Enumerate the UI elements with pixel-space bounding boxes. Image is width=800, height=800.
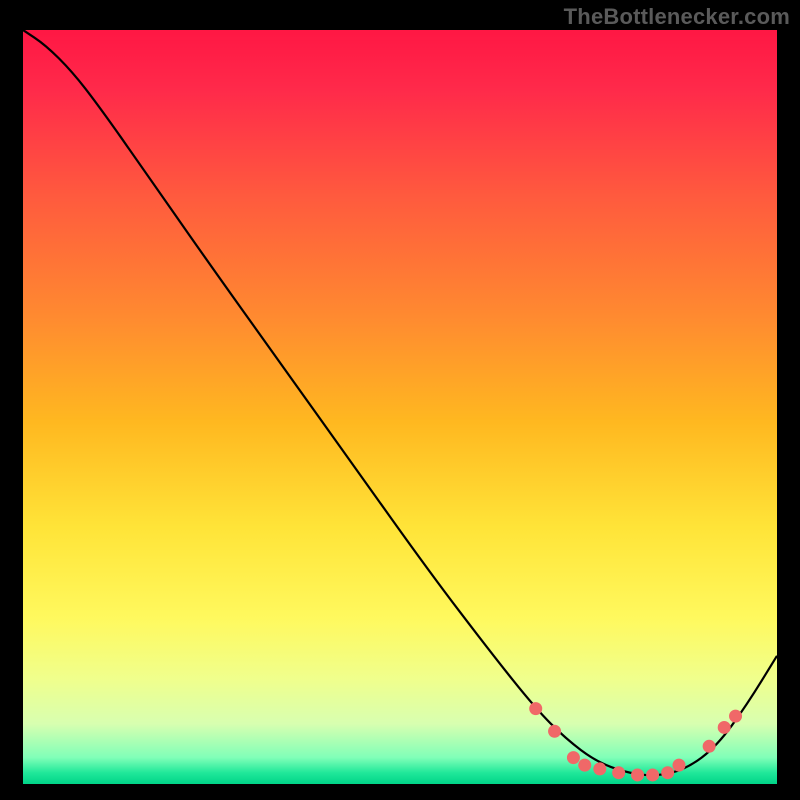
chart-container: TheBottlenecker.com — [0, 0, 800, 800]
data-marker — [594, 763, 606, 775]
data-marker — [662, 767, 674, 779]
data-marker — [549, 725, 561, 737]
performance-curve — [23, 30, 777, 775]
data-marker — [530, 703, 542, 715]
data-marker — [579, 759, 591, 771]
data-marker — [718, 721, 730, 733]
data-marker — [703, 740, 715, 752]
data-marker — [647, 769, 659, 781]
data-marker — [673, 759, 685, 771]
data-marker — [613, 767, 625, 779]
plot-area — [23, 30, 777, 784]
data-marker — [567, 752, 579, 764]
watermark-text: TheBottlenecker.com — [564, 4, 790, 30]
data-marker — [632, 769, 644, 781]
data-marker — [730, 710, 742, 722]
curve-svg — [23, 30, 777, 784]
